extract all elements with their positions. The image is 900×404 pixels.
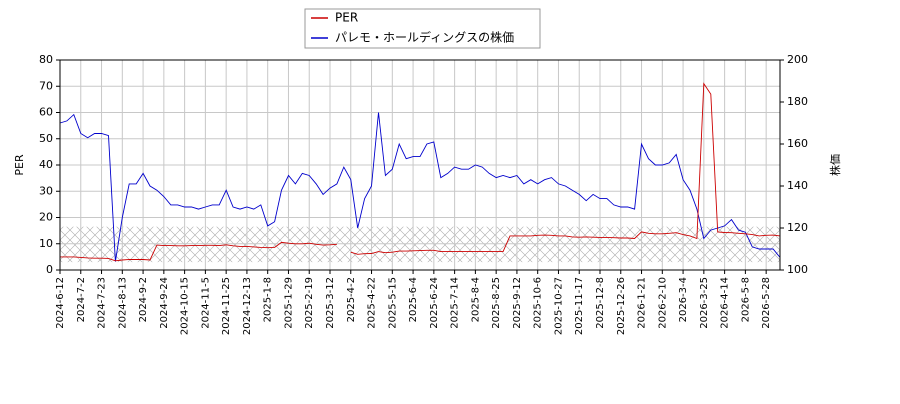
x-tick-label: 2026-3-25 [699,277,710,329]
grid [59,59,780,271]
y-tick-label: 70 [39,79,53,92]
x-tick-label: 2025-6-24 [429,277,440,329]
x-tick-label: 2025-2-19 [304,277,315,329]
y2-tick-label: 120 [787,221,808,234]
x-tick-label: 2025-12-26 [616,277,627,335]
y2-tick-label: 180 [787,95,808,108]
y2-tick-label: 140 [787,179,808,192]
x-tick-label: 2024-8-13 [117,277,128,329]
legend-label: PER [335,11,358,25]
x-tick-label: 2026-4-14 [720,277,731,329]
x-tick-label: 2026-5-8 [740,277,751,322]
y-tick-label: 60 [39,106,53,119]
y-tick-label: 50 [39,132,53,145]
x-tick-label: 2024-9-2 [138,277,149,322]
x-tick-label: 2026-2-10 [657,277,668,329]
x-tick-label: 2024-7-23 [97,277,108,329]
shaded-band [60,226,780,263]
y-axis-label: PER [13,154,26,176]
legend: PER パレモ・ホールディングスの株価 [304,8,541,49]
y-tick-label: 30 [39,184,53,197]
y2-axis-label: 株価 [828,154,842,176]
x-tick-label: 2024-6-12 [55,277,66,329]
line-series [60,82,781,262]
y-tick-label: 0 [46,263,53,276]
y2-tick-label: 160 [787,137,808,150]
x-tick-label: 2024-10-15 [180,277,191,335]
x-tick-label: 2025-10-27 [553,277,564,335]
x-tick-label: 2025-10-6 [533,277,544,329]
legend-label: パレモ・ホールディングスの株価 [335,30,514,45]
y-tick-label: 20 [39,211,53,224]
x-tick-label: 2024-7-2 [76,277,87,322]
line-series [59,112,781,262]
x-tick-label: 2025-7-14 [450,277,461,329]
x-tick-label: 2026-1-21 [637,277,648,329]
x-tick-label: 2024-11-25 [221,277,232,335]
x-tick-label: 2024-9-24 [159,277,170,329]
x-tick-label: 2025-12-8 [595,277,606,329]
x-tick-label: 2025-5-15 [387,277,398,329]
x-tick-label: 2025-8-25 [491,277,502,329]
x-tick-label: 2025-4-2 [346,277,357,322]
x-tick-label: 2025-1-29 [283,277,294,329]
x-tick-label: 2025-6-4 [408,277,419,322]
y-tick-label: 40 [39,158,53,171]
x-tick-label: 2024-12-13 [242,277,253,335]
x-tick-label: 2025-4-22 [367,277,378,329]
x-tick-label: 2025-9-12 [512,277,523,329]
x-tick-label: 2025-11-17 [574,277,585,335]
x-tick-label: 2026-3-4 [678,277,689,322]
y-tick-label: 80 [39,53,53,66]
x-tick-label: 2026-5-28 [761,277,772,329]
legend-box [304,8,541,49]
y-tick-label: 10 [39,237,53,250]
marks [59,82,781,262]
y2-tick-label: 200 [787,53,808,66]
x-tick-label: 2025-1-8 [263,277,274,322]
x-tick-label: 2025-8-4 [470,277,481,322]
x-tick-label: 2025-3-12 [325,277,336,329]
x-tick-label: 2024-11-5 [200,277,211,329]
y2-tick-label: 100 [787,263,808,276]
